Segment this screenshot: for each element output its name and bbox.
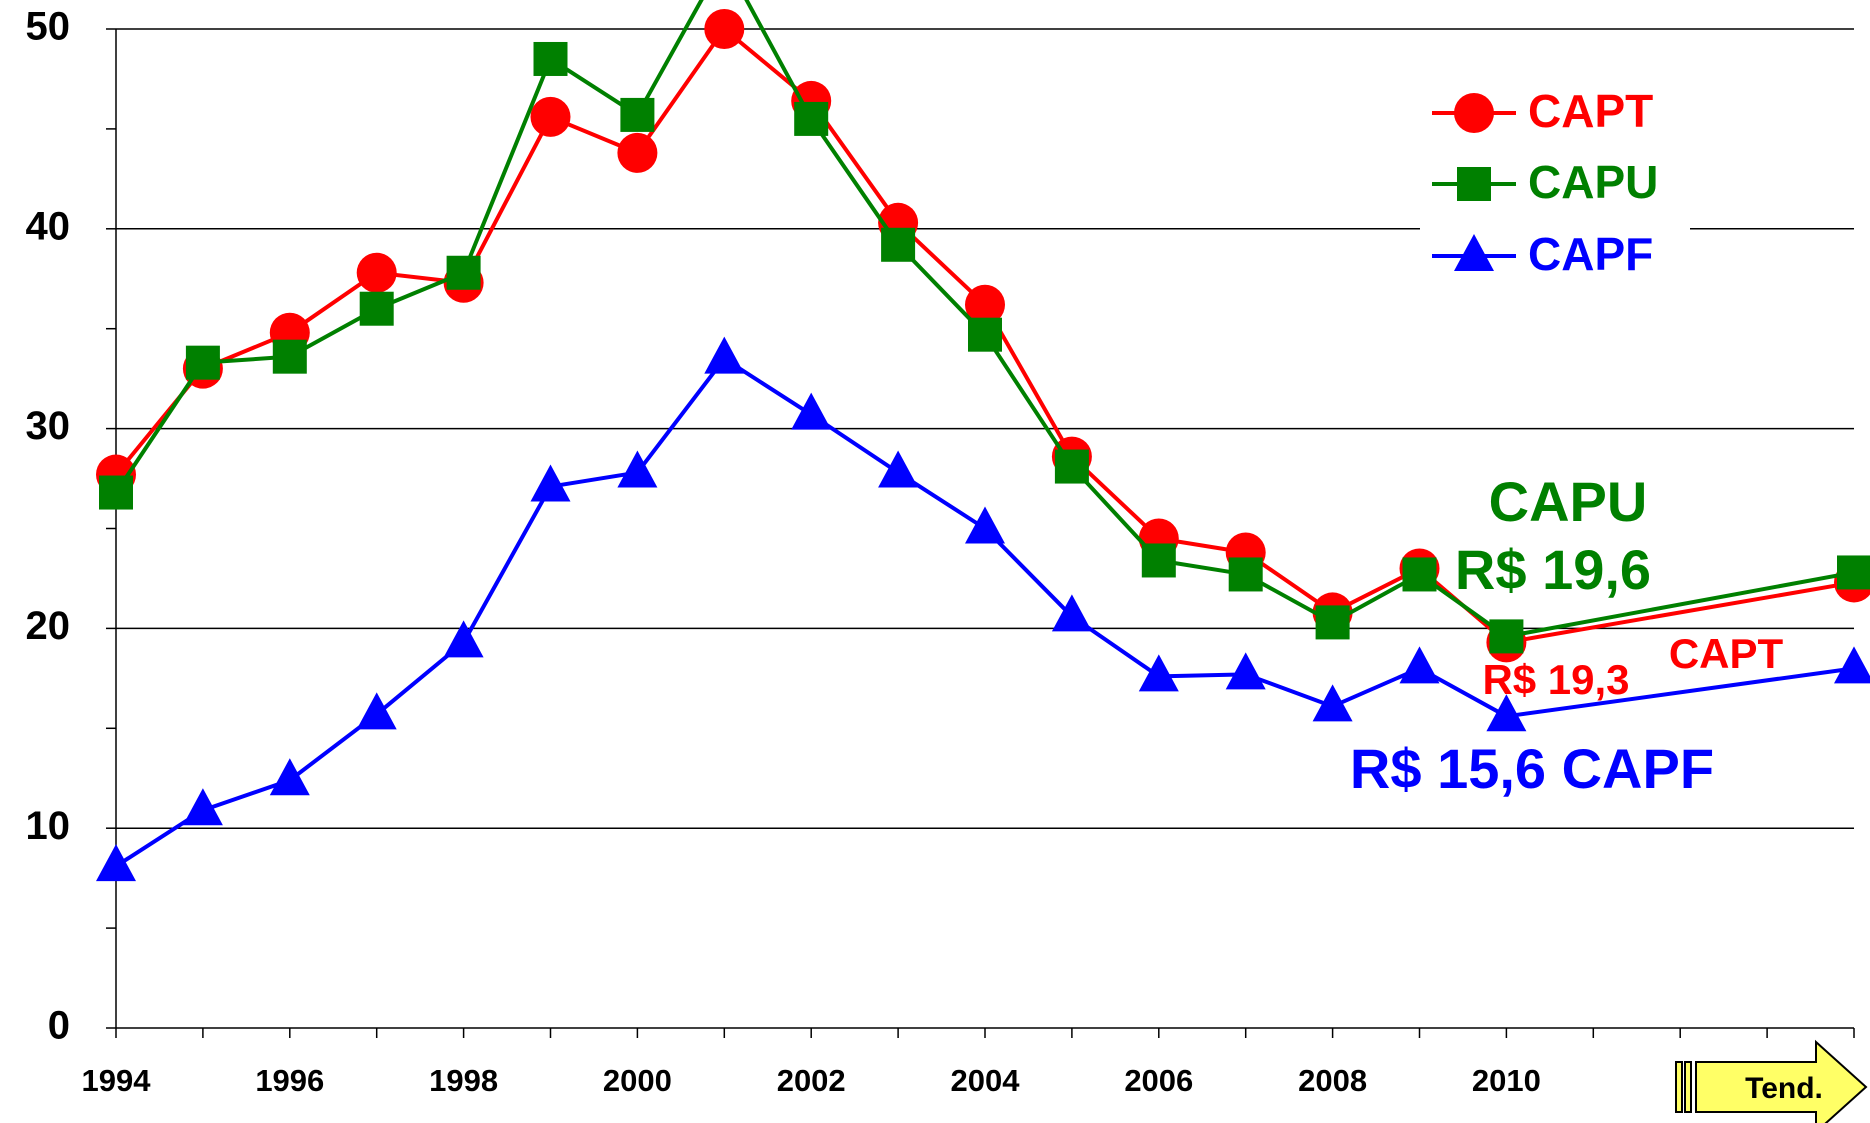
marker	[1138, 654, 1179, 692]
annotation: R$ 15,6 CAPF	[1350, 737, 1714, 800]
marker	[99, 475, 133, 510]
marker	[1312, 684, 1353, 722]
marker	[1486, 694, 1527, 732]
marker	[1402, 557, 1437, 592]
y-tick-label: 40	[26, 204, 71, 248]
marker	[443, 620, 484, 658]
marker	[1141, 543, 1176, 578]
x-tick-label: 2008	[1298, 1063, 1367, 1098]
y-tick-label: 10	[26, 804, 71, 848]
legend-marker	[1454, 234, 1494, 271]
marker	[1399, 646, 1440, 684]
marker	[530, 96, 571, 137]
legend-marker	[1457, 167, 1491, 201]
y-tick-label: 50	[26, 5, 71, 49]
marker	[272, 339, 307, 374]
legend-label: CAPU	[1528, 156, 1658, 208]
x-tick-label: 1994	[82, 1063, 152, 1098]
marker	[794, 101, 829, 136]
marker	[269, 758, 310, 796]
annotation: R$ 19,6	[1455, 538, 1651, 601]
marker	[965, 284, 1005, 325]
y-tick-label: 20	[26, 604, 71, 648]
marker	[96, 844, 136, 882]
arrow	[1695, 1039, 1868, 1123]
x-tick-label: 2002	[777, 1063, 846, 1098]
marker	[704, 336, 745, 374]
legend-label: CAPT	[1528, 85, 1653, 137]
marker	[878, 450, 919, 488]
marker	[185, 345, 220, 380]
marker	[965, 506, 1005, 544]
x-tick-label: 2006	[1124, 1063, 1193, 1098]
marker	[1315, 605, 1350, 640]
marker	[359, 291, 394, 326]
arrow-bar	[1675, 1061, 1683, 1113]
x-tick-label: 2004	[951, 1063, 1021, 1098]
marker	[1834, 646, 1870, 684]
x-tick-label: 2010	[1472, 1063, 1541, 1098]
marker	[1489, 619, 1524, 654]
legend-marker	[1454, 93, 1494, 133]
marker	[881, 227, 916, 262]
marker	[1051, 594, 1092, 632]
annotation: CAPU	[1489, 470, 1648, 533]
x-tick-label: 2000	[603, 1063, 672, 1098]
marker	[1054, 449, 1089, 484]
marker	[617, 132, 658, 173]
marker	[530, 464, 571, 502]
marker	[356, 252, 397, 293]
annotation: R$ 19,3	[1482, 656, 1629, 703]
marker	[704, 9, 745, 49]
y-tick-label: 30	[26, 404, 71, 448]
marker	[1225, 652, 1266, 690]
marker	[533, 41, 568, 76]
marker	[791, 392, 832, 430]
marker	[356, 692, 397, 730]
marker	[968, 317, 1002, 352]
x-tick-label: Tend.	[1745, 1072, 1823, 1105]
legend-label: CAPF	[1528, 228, 1653, 280]
marker	[620, 97, 655, 132]
marker	[182, 788, 223, 826]
x-tick-label: 1998	[429, 1063, 498, 1098]
x-tick-label: 1996	[255, 1063, 324, 1098]
arrow-bar	[1684, 1061, 1692, 1113]
marker	[446, 255, 481, 290]
annotation: CAPT	[1669, 630, 1784, 677]
y-tick-label: 0	[48, 1004, 70, 1048]
plot-area	[96, 0, 1870, 882]
marker	[1837, 555, 1870, 590]
marker	[1228, 557, 1263, 592]
marker	[617, 450, 658, 488]
